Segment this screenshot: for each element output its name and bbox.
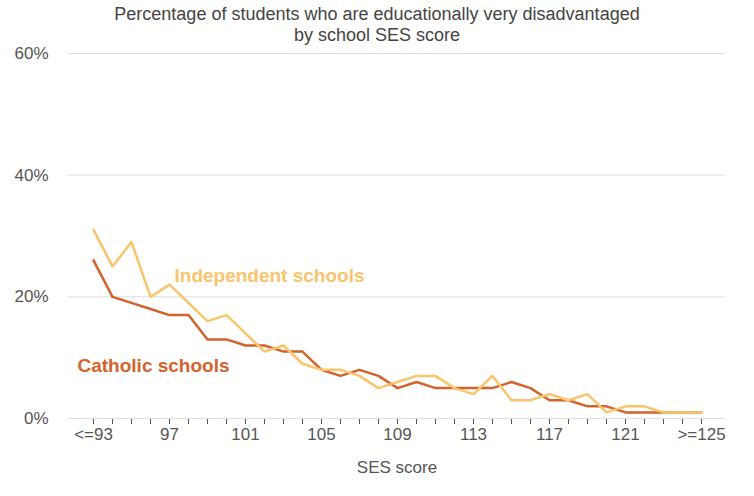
svg-text:97: 97 bbox=[160, 425, 179, 444]
svg-text:105: 105 bbox=[307, 425, 335, 444]
svg-text:109: 109 bbox=[383, 425, 411, 444]
svg-text:101: 101 bbox=[231, 425, 259, 444]
svg-text:>=125: >=125 bbox=[677, 425, 725, 444]
svg-text:Independent schools: Independent schools bbox=[175, 265, 365, 286]
svg-text:20%: 20% bbox=[14, 287, 48, 306]
svg-text:40%: 40% bbox=[14, 166, 48, 185]
html-text:Percentage of students who are: Percentage of students who are education… bbox=[114, 4, 640, 45]
svg-text:Catholic schools: Catholic schools bbox=[78, 355, 230, 376]
svg-text:117: 117 bbox=[536, 425, 563, 444]
svg-text:121: 121 bbox=[611, 425, 639, 444]
svg-text:113: 113 bbox=[460, 425, 487, 444]
svg-text:60%: 60% bbox=[14, 46, 48, 63]
svg-text:0%: 0% bbox=[24, 409, 49, 428]
svg-text:<=93: <=93 bbox=[74, 425, 113, 444]
svg-text:SES score: SES score bbox=[357, 458, 437, 477]
